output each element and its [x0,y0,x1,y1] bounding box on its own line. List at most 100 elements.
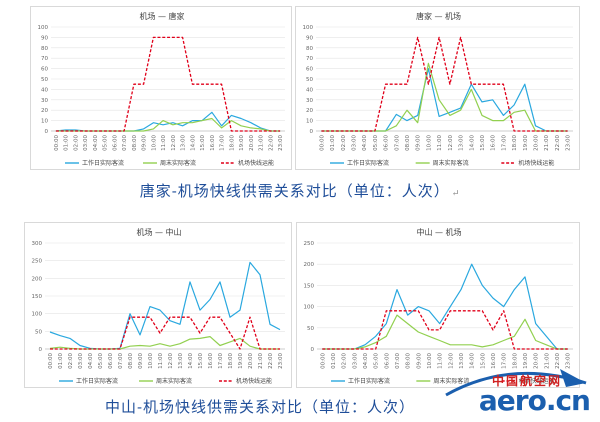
x-tick-label: 06:00 [384,353,390,369]
x-tick-label: 20:00 [249,135,255,151]
x-tick-label: 03:00 [78,353,84,369]
x-tick-label: 16:00 [491,135,497,151]
series-line-3 [50,316,280,350]
x-tick-label: 16:00 [208,353,214,369]
y-tick-label: 20 [306,108,313,114]
y-tick-label: 50 [41,77,48,83]
x-tick-label: 09:00 [416,353,422,369]
y-tick-label: 300 [32,241,43,247]
x-tick-label: 13:00 [178,353,184,369]
y-tick-label: 100 [38,25,49,31]
y-tick-label: 150 [304,283,315,289]
y-tick-label: 90 [41,35,48,41]
x-tick-label: 04:00 [362,135,368,151]
watermark-cn-text: 中国航空网 [491,374,562,388]
legend-label: 周末实际客流 [433,377,469,385]
y-tick-label: 150 [32,294,43,300]
legend-label: 工作日实际客流 [348,377,390,385]
x-tick-label: 21:00 [544,353,550,369]
y-tick-label: 100 [303,25,314,31]
y-tick-label: 0 [45,129,49,135]
x-tick-label: 18:00 [512,353,518,369]
caption-top-mark: ↵ [451,189,461,199]
x-tick-label: 12:00 [448,353,454,369]
x-tick-label: 22:00 [268,135,274,151]
x-tick-label: 15:00 [200,135,206,151]
x-tick-label: 06:00 [112,135,118,151]
x-tick-label: 21:00 [258,353,264,369]
y-tick-label: 0 [310,129,314,135]
x-tick-label: 10:00 [426,135,432,151]
x-tick-label: 07:00 [118,353,124,369]
legend-label: 工作日实际客流 [347,159,389,167]
x-tick-label: 10:00 [151,135,157,151]
y-tick-label: 50 [306,77,313,83]
y-tick-label: 10 [306,119,313,125]
x-tick-label: 14:00 [469,135,475,151]
legend-label: 机场快线运能 [518,159,554,167]
x-tick-label: 04:00 [363,353,369,369]
legend-label: 周末实际客流 [160,159,196,167]
legend-label: 机场快线运能 [236,377,272,385]
x-tick-label: 23:00 [278,135,284,151]
x-tick-label: 11:00 [437,135,443,151]
y-tick-label: 0 [39,347,43,353]
x-tick-label: 06:00 [108,353,114,369]
x-tick-label: 02:00 [68,353,74,369]
x-tick-label: 19:00 [523,353,529,369]
chart-panel-1: 机场 — 唐家 0 10 20 30 40 50 60 70 80 90 100 00:00 01:00 0… [30,6,292,170]
series-line-1 [322,263,568,350]
x-tick-label: 17:00 [220,135,226,151]
x-tick-label: 05:00 [103,135,109,151]
chart-svg-4: 中山 — 机场 0 50 100 150 200 250 00:00 01:00 02:00 03:… [304,227,573,385]
x-tick-label: 23:00 [566,135,572,151]
chart-svg-2: 唐家 — 机场 0 10 20 30 40 50 60 70 80 90 100 00:00 01:00 0… [303,11,573,167]
y-tick-label: 70 [306,56,313,62]
y-tick-label: 60 [306,67,313,73]
legend-label: 机场快线运能 [519,377,555,385]
x-tick-label: 14:00 [188,353,194,369]
y-tick-label: 50 [307,326,314,332]
chart-title: 唐家 — 机场 [416,11,461,21]
series-line-1 [55,111,281,132]
caption-top: 唐家-机场快线供需关系对比（单位：人次） ↵ [0,180,600,201]
series-line-1 [49,261,281,350]
x-tick-label: 13:00 [459,135,465,151]
x-tick-label: 11:00 [158,353,164,369]
series-line-3 [322,310,568,350]
y-tick-label: 10 [41,119,48,125]
x-tick-label: 05:00 [374,353,380,369]
x-tick-label: 00:00 [319,135,325,151]
x-tick-label: 15:00 [480,135,486,151]
series-line-3 [55,36,281,132]
x-tick-label: 00:00 [54,135,60,151]
x-tick-label: 22:00 [555,353,561,369]
y-tick-label: 80 [41,46,48,52]
x-tick-label: 07:00 [394,135,400,151]
y-tick-label: 250 [304,241,315,247]
x-tick-label: 06:00 [384,135,390,151]
x-tick-label: 01:00 [330,135,336,151]
x-tick-label: 16:00 [491,353,497,369]
y-tick-label: 30 [41,98,48,104]
x-tick-label: 12:00 [448,135,454,151]
series-line-2 [322,314,568,350]
chart-title: 机场 — 中山 [136,227,181,237]
y-tick-label: 80 [306,46,313,52]
legend-label: 周末实际客流 [156,377,192,385]
x-tick-label: 08:00 [128,353,134,369]
x-tick-label: 02:00 [73,135,79,151]
y-tick-label: 40 [41,87,48,93]
x-tick-label: 08:00 [132,135,138,151]
y-tick-label: 20 [41,108,48,114]
x-tick-label: 13:00 [459,353,465,369]
y-tick-label: 50 [35,329,42,335]
x-tick-label: 15:00 [198,353,204,369]
x-tick-label: 03:00 [352,353,358,369]
y-tick-label: 70 [41,56,48,62]
x-tick-label: 19:00 [238,353,244,369]
x-tick-label: 14:00 [190,135,196,151]
x-tick-label: 18:00 [228,353,234,369]
chart-panel-2: 唐家 — 机场 0 10 20 30 40 50 60 70 80 90 100 00:00 01:00 0… [295,6,580,170]
chart-title: 机场 — 唐家 [139,11,184,21]
